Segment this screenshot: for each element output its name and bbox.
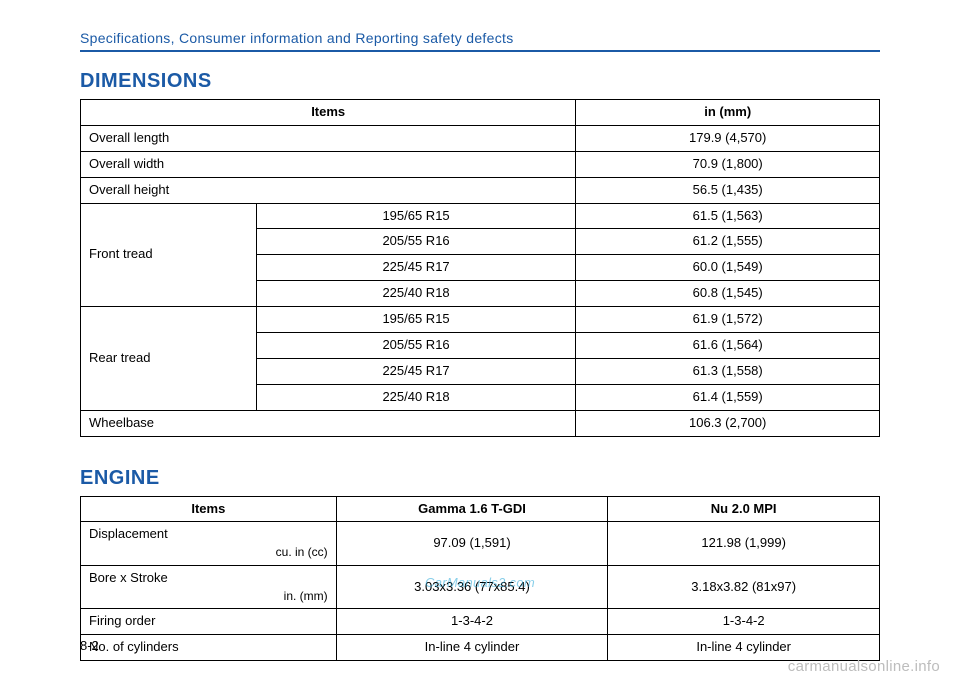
- cell-value: 70.9 (1,800): [576, 151, 880, 177]
- page-container: Specifications, Consumer information and…: [0, 0, 960, 661]
- cell-value: 56.5 (1,435): [576, 177, 880, 203]
- cell-value: In-line 4 cylinder: [608, 635, 880, 661]
- engine-table: Items Gamma 1.6 T-GDI Nu 2.0 MPI Displac…: [80, 496, 880, 662]
- cell-tire: 205/55 R16: [256, 333, 576, 359]
- cell-tire: 195/65 R15: [256, 307, 576, 333]
- cell-tire: 205/55 R16: [256, 229, 576, 255]
- table-row: Items Gamma 1.6 T-GDI Nu 2.0 MPI: [81, 496, 880, 522]
- page-number: 8-2: [80, 638, 99, 653]
- label-text: Bore x Stroke: [89, 570, 168, 585]
- engine-header-col1: Gamma 1.6 T-GDI: [336, 496, 608, 522]
- table-row: Overall height 56.5 (1,435): [81, 177, 880, 203]
- cell-value: 97.09 (1,591): [336, 522, 608, 565]
- table-row: Front tread 195/65 R15 61.5 (1,563): [81, 203, 880, 229]
- cell-value: 1-3-4-2: [608, 609, 880, 635]
- cell-value: In-line 4 cylinder: [336, 635, 608, 661]
- engine-header-items: Items: [81, 496, 337, 522]
- cell-value: 61.6 (1,564): [576, 333, 880, 359]
- table-row: Overall width 70.9 (1,800): [81, 151, 880, 177]
- cell-tire: 195/65 R15: [256, 203, 576, 229]
- cell-label: Overall length: [81, 125, 576, 151]
- cell-value: 121.98 (1,999): [608, 522, 880, 565]
- engine-header-col2: Nu 2.0 MPI: [608, 496, 880, 522]
- cell-tire: 225/45 R17: [256, 358, 576, 384]
- cell-label: No. of cylinders: [81, 635, 337, 661]
- cell-label: Wheelbase: [81, 410, 576, 436]
- cell-value: 60.8 (1,545): [576, 281, 880, 307]
- table-row: Overall length 179.9 (4,570): [81, 125, 880, 151]
- table-row: Displacement cu. in (cc) 97.09 (1,591) 1…: [81, 522, 880, 565]
- table-row: No. of cylinders In-line 4 cylinder In-l…: [81, 635, 880, 661]
- cell-value: 61.5 (1,563): [576, 203, 880, 229]
- label-unit: in. (mm): [89, 589, 328, 605]
- table-row: Firing order 1-3-4-2 1-3-4-2: [81, 609, 880, 635]
- dimensions-title: DIMENSIONS: [80, 70, 880, 93]
- table-row: Rear tread 195/65 R15 61.9 (1,572): [81, 307, 880, 333]
- label-text: Displacement: [89, 526, 168, 541]
- cell-tire: 225/40 R18: [256, 281, 576, 307]
- dimensions-header-items: Items: [81, 100, 576, 126]
- cell-tire: 225/40 R18: [256, 384, 576, 410]
- cell-label: Bore x Stroke in. (mm): [81, 565, 337, 608]
- cell-label: Firing order: [81, 609, 337, 635]
- cell-value: 61.4 (1,559): [576, 384, 880, 410]
- cell-rear-tread-label: Rear tread: [81, 307, 257, 411]
- cell-value: 3.18x3.82 (81x97): [608, 565, 880, 608]
- cell-value: 3.03x3.36 (77x85.4): [336, 565, 608, 608]
- cell-value: 61.2 (1,555): [576, 229, 880, 255]
- dimensions-header-unit: in (mm): [576, 100, 880, 126]
- cell-label: Displacement cu. in (cc): [81, 522, 337, 565]
- table-row: Items in (mm): [81, 100, 880, 126]
- cell-label: Overall height: [81, 177, 576, 203]
- dimensions-table: Items in (mm) Overall length 179.9 (4,57…: [80, 99, 880, 437]
- cell-value: 61.3 (1,558): [576, 358, 880, 384]
- cell-label: Overall width: [81, 151, 576, 177]
- cell-front-tread-label: Front tread: [81, 203, 257, 307]
- label-unit: cu. in (cc): [89, 545, 328, 561]
- table-row: Bore x Stroke in. (mm) 3.03x3.36 (77x85.…: [81, 565, 880, 608]
- table-row: Wheelbase 106.3 (2,700): [81, 410, 880, 436]
- cell-value: 60.0 (1,549): [576, 255, 880, 281]
- cell-value: 106.3 (2,700): [576, 410, 880, 436]
- cell-value: 61.9 (1,572): [576, 307, 880, 333]
- cell-value: 179.9 (4,570): [576, 125, 880, 151]
- cell-tire: 225/45 R17: [256, 255, 576, 281]
- section-header: Specifications, Consumer information and…: [80, 30, 880, 52]
- cell-value: 1-3-4-2: [336, 609, 608, 635]
- engine-title: ENGINE: [80, 467, 880, 490]
